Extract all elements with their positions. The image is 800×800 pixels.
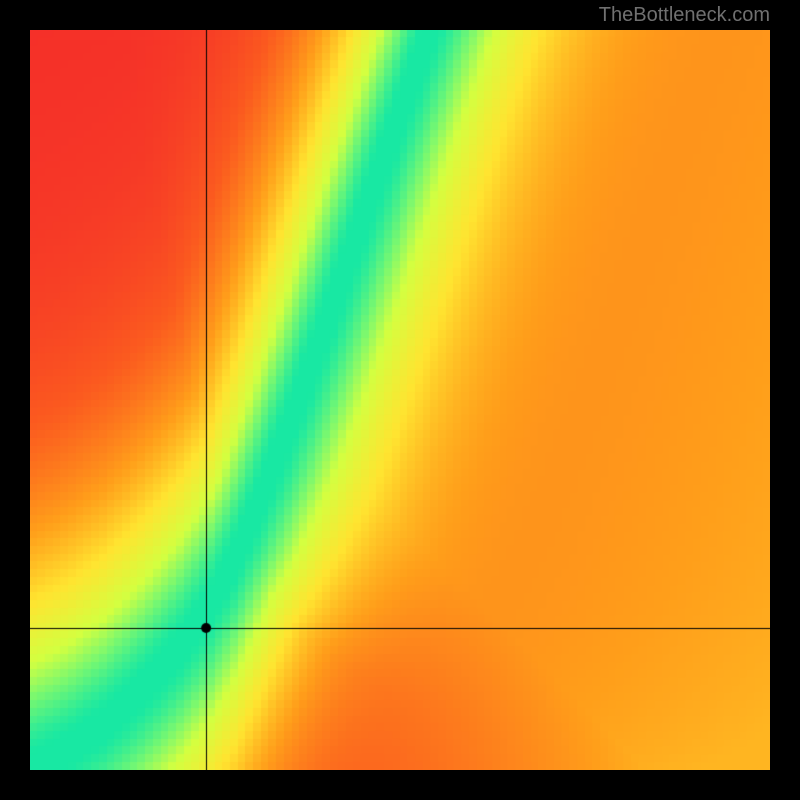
attribution-watermark: TheBottleneck.com — [599, 4, 770, 27]
heatmap-canvas — [30, 30, 770, 770]
heatmap-plot-area — [30, 30, 770, 770]
